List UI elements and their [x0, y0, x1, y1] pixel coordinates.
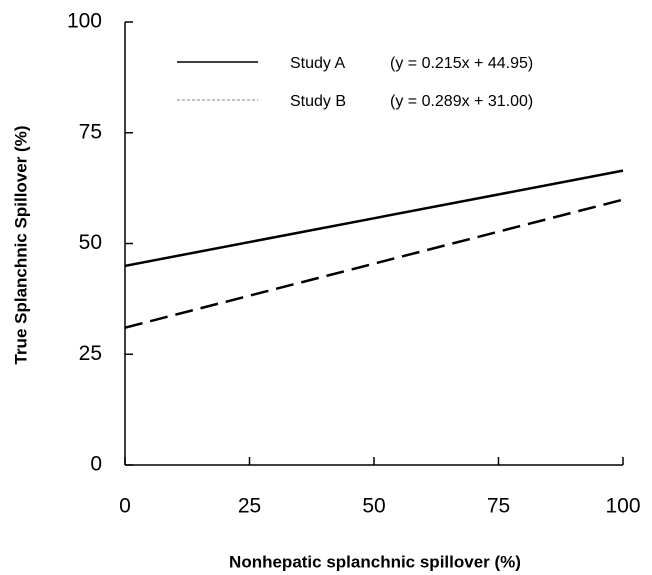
y-tick-label: 0	[90, 453, 102, 476]
legend-label: Study B	[290, 93, 346, 110]
x-tick-label: 50	[362, 495, 385, 518]
x-tick-label: 75	[487, 495, 510, 518]
y-tick-label: 50	[79, 231, 102, 254]
legend-label: Study A	[290, 55, 345, 72]
y-tick-label: 75	[79, 120, 102, 143]
series-line	[124, 169, 624, 268]
legend-equation: (y = 0.215x + 44.95)	[390, 55, 533, 72]
series-line	[124, 198, 624, 329]
x-tick-label: 25	[238, 495, 261, 518]
x-tick-label: 100	[605, 495, 640, 518]
y-tick-label: 100	[67, 10, 102, 33]
x-tick-label: 0	[119, 495, 131, 518]
legend-equation: (y = 0.289x + 31.00)	[390, 93, 533, 110]
x-axis-title: Nonhepatic splanchnic spillover (%)	[229, 552, 521, 571]
y-tick-label: 25	[79, 342, 102, 365]
y-axis-title: True Splanchnic Spillover (%)	[11, 126, 30, 365]
